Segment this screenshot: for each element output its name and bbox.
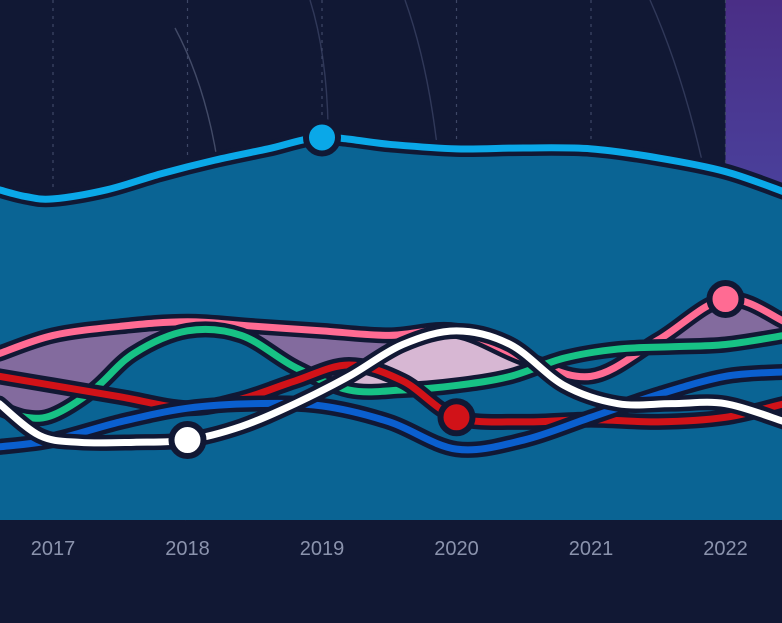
series-line xyxy=(0,327,782,447)
series-line xyxy=(0,361,782,426)
data-point-marker xyxy=(168,421,207,460)
x-tick-label: 2022 xyxy=(703,538,748,560)
x-tick-label: 2021 xyxy=(569,538,614,560)
data-point-marker xyxy=(303,118,341,157)
data-point-marker xyxy=(706,280,745,318)
x-tick-label: 2020 xyxy=(434,538,479,560)
series-markers xyxy=(168,118,745,460)
x-tick-label: 2019 xyxy=(300,538,345,560)
x-tick-label: 2018 xyxy=(165,538,210,560)
data-point-marker xyxy=(437,398,476,437)
x-axis-ticks: 2017 2018 2019 2020 2021 2022 xyxy=(31,538,748,560)
series-line xyxy=(0,325,782,422)
x-tick-label: 2017 xyxy=(31,538,76,560)
series-line xyxy=(0,368,782,454)
